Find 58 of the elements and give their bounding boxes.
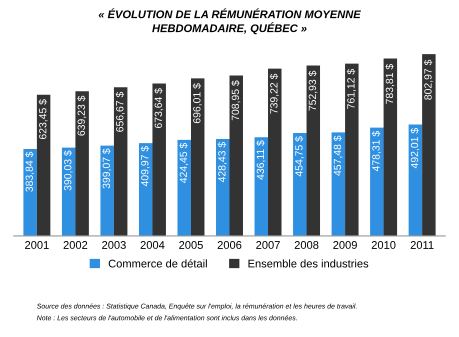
bar	[230, 75, 243, 236]
x-tick-label: 2011	[410, 241, 434, 249]
bar	[370, 128, 384, 236]
x-tick-label: 2007	[256, 241, 280, 249]
bar	[216, 138, 230, 236]
x-tick-label: 2002	[64, 241, 88, 249]
bar	[408, 124, 422, 236]
bar	[190, 78, 204, 236]
bar	[177, 140, 191, 236]
x-tick-label: 2003	[102, 241, 126, 249]
bar	[114, 87, 128, 236]
data-label: 390,03 $	[64, 150, 73, 190]
data-label: 708,95 $	[231, 80, 240, 120]
data-label: 383,84 $	[25, 152, 34, 192]
data-label: 761,12 $	[346, 68, 356, 109]
x-tick-label: 2004	[140, 241, 164, 249]
legend-label: Ensemble des industries	[248, 259, 368, 268]
data-label: 656,67 $	[116, 92, 125, 132]
bar	[100, 146, 114, 236]
x-tick-label: 2006	[218, 241, 242, 249]
data-label: 399,07 $	[102, 148, 112, 188]
x-tick-label: 2008	[294, 241, 318, 249]
x-tick-label: 2009	[333, 241, 357, 249]
bar	[293, 132, 307, 236]
data-label: 802,97 $	[424, 60, 433, 100]
data-label: 478,31 $	[372, 131, 381, 172]
data-label: 436,11 $	[256, 140, 266, 180]
data-label: 457,48 $	[333, 136, 342, 176]
data-label: 739,22 $	[270, 74, 279, 114]
data-label: 623,45 $	[38, 99, 48, 140]
data-label: 639,23 $	[77, 96, 86, 136]
bar	[152, 83, 166, 236]
bar	[254, 137, 268, 236]
data-label: 409,97 $	[140, 146, 150, 186]
bar	[268, 68, 282, 236]
x-tick-label: 2001	[25, 241, 49, 249]
bar	[62, 148, 76, 236]
data-label: 428,43 $	[218, 142, 227, 182]
bar	[306, 66, 320, 236]
data-label: 454,75 $	[294, 136, 304, 176]
data-label: 673,64 $	[154, 88, 164, 128]
chart-title: « ÉVOLUTION DE LA RÉMUNÉRATION MOYENNE HEBDOMADAIRE, QUÉBEC »	[98, 8, 361, 34]
bar	[345, 64, 359, 236]
data-label: 783,81 $	[385, 64, 394, 104]
data-label: 696,01 $	[192, 83, 202, 124]
x-tick-label: 2005	[179, 241, 203, 249]
bar	[384, 58, 398, 236]
bar	[332, 132, 346, 236]
bar	[75, 91, 89, 236]
data-label: 424,45 $	[179, 142, 188, 184]
data-label: 752,93 $	[308, 70, 318, 111]
bar	[23, 149, 37, 236]
bar	[422, 54, 436, 236]
data-label: 492,01 $	[410, 128, 420, 168]
bar	[138, 143, 152, 236]
x-tick-label: 2010	[372, 241, 396, 249]
bar	[36, 94, 50, 236]
legend-label: Commerce de détail	[108, 259, 207, 268]
